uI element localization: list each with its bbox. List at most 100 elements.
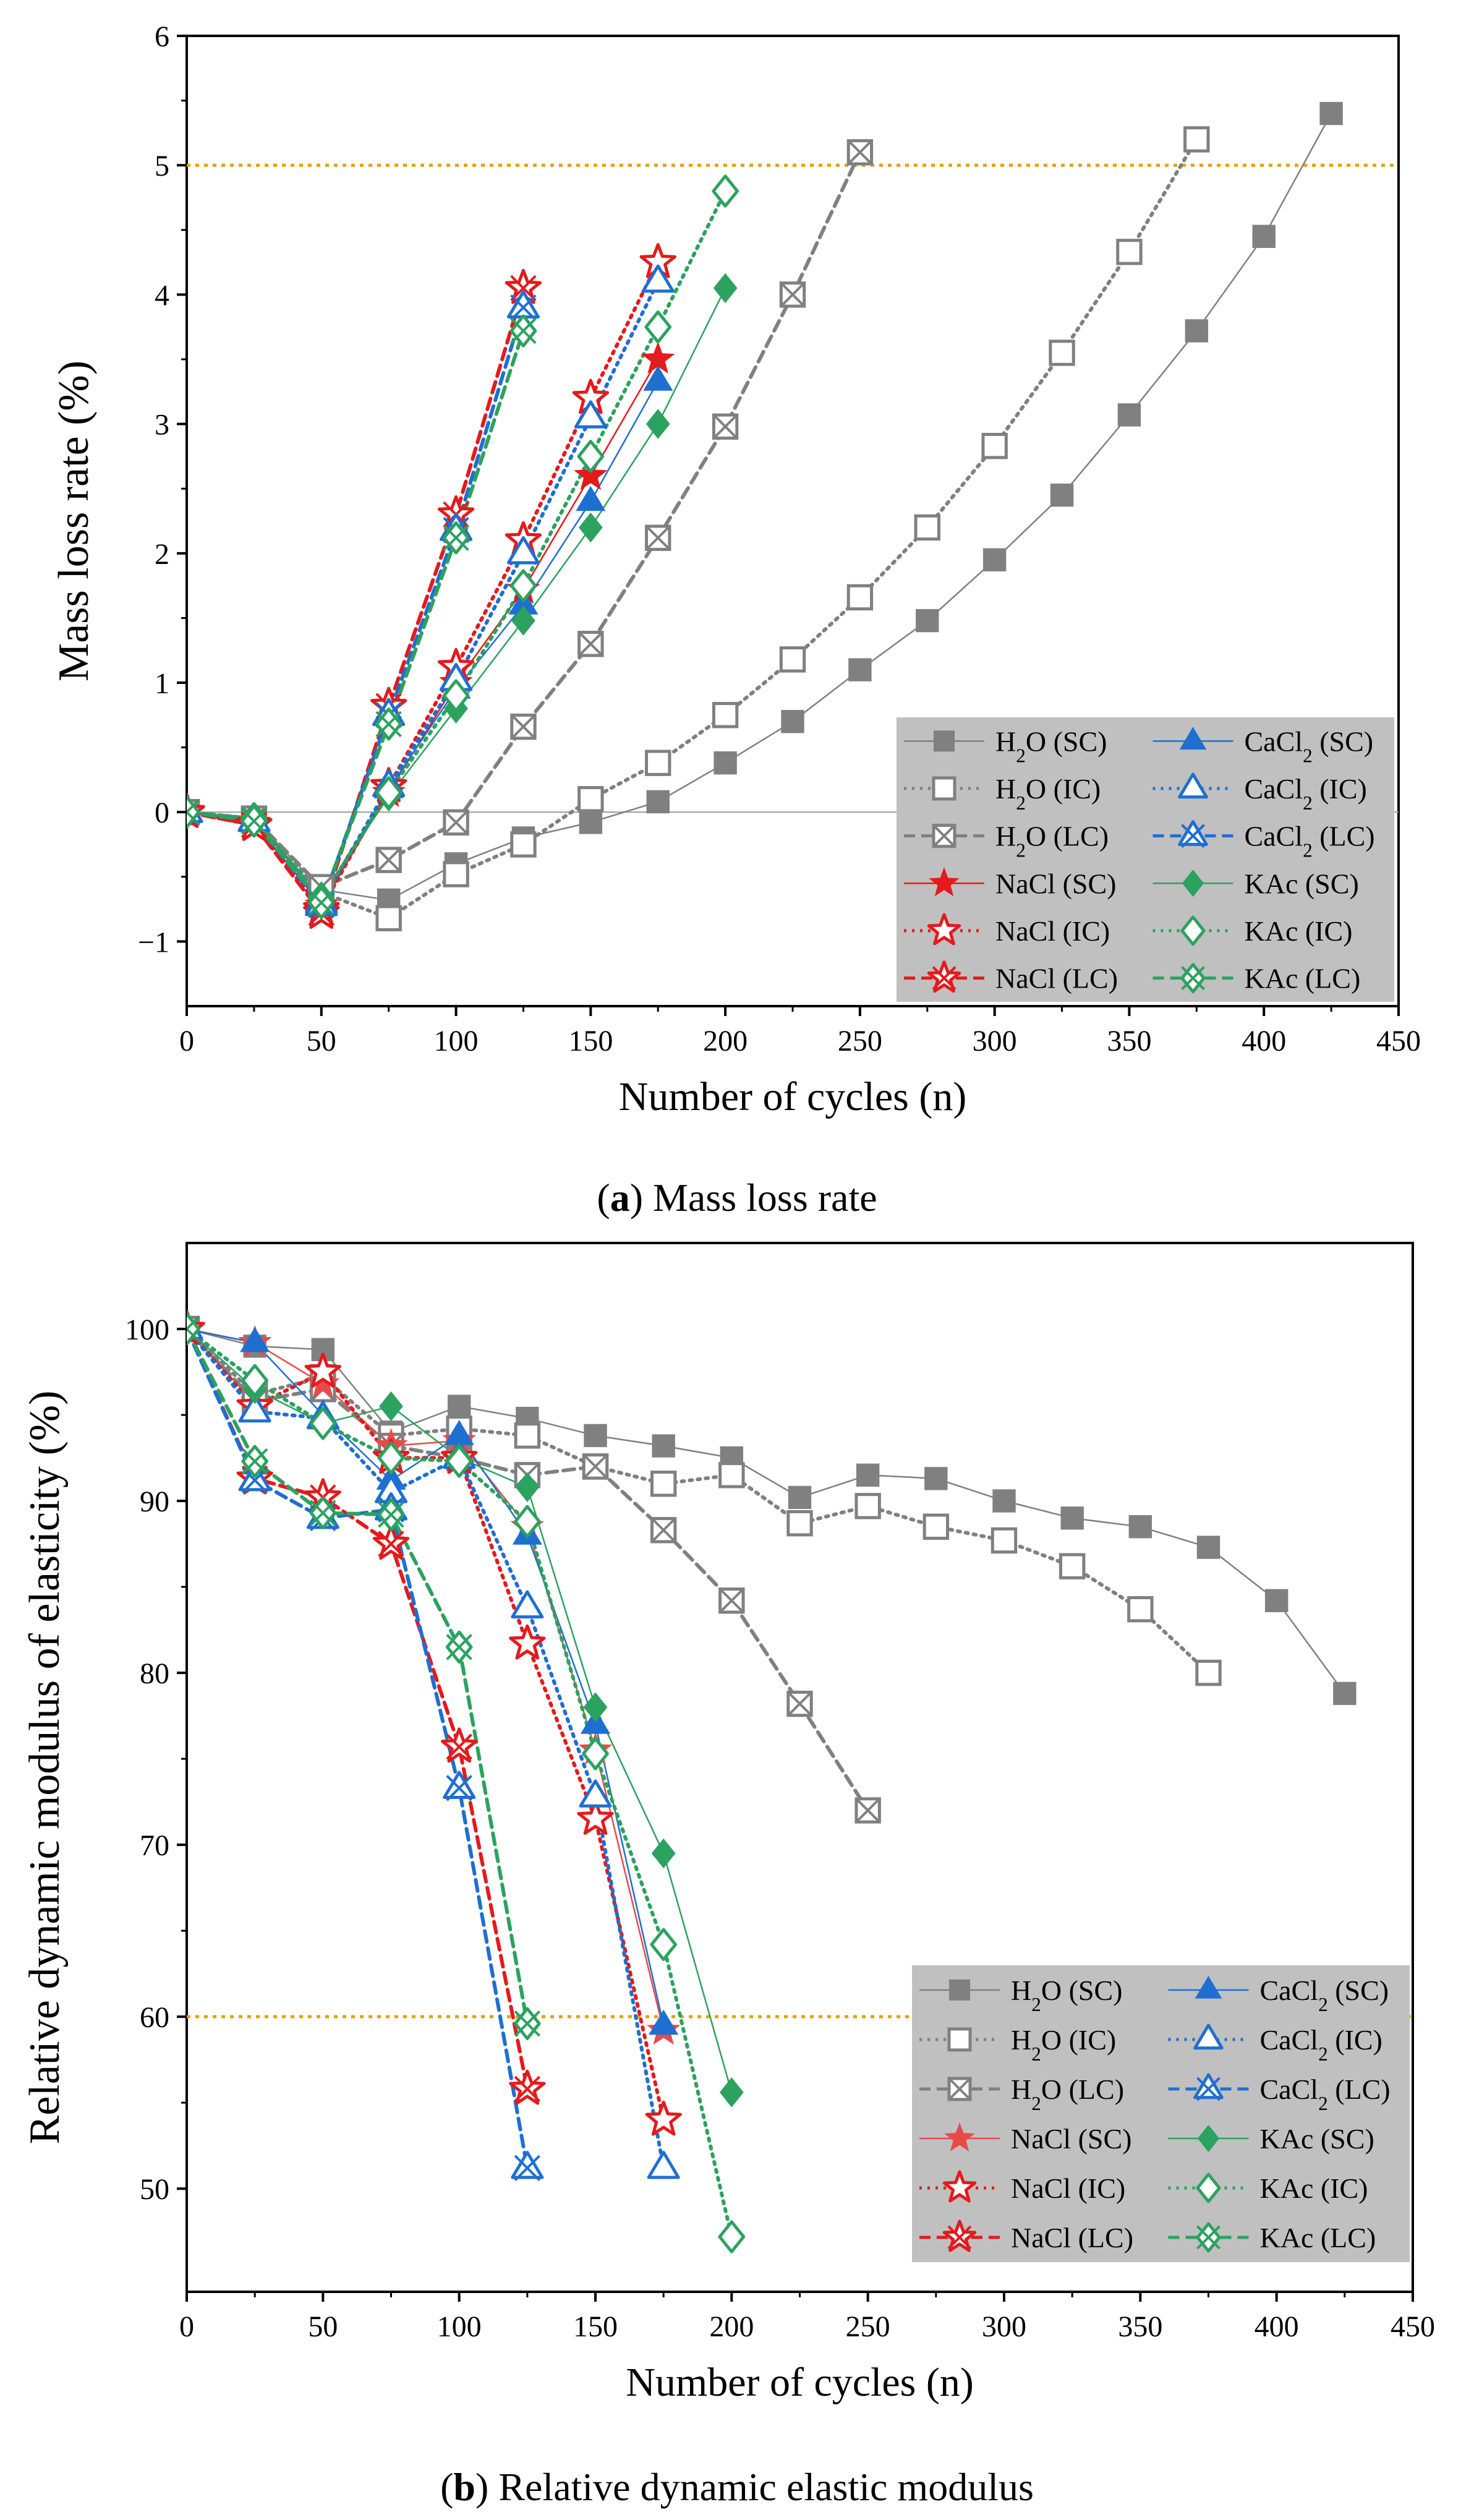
x-tick-label: 350 [1107,1025,1151,1057]
data-point-h-o-ic [922,1513,950,1540]
data-point-kac-lc [445,1630,473,1664]
x-tick-label: 100 [437,2310,482,2343]
data-point-nacl-sc [641,341,675,374]
data-point-kac-sc [515,1472,540,1502]
series-line-kac-lc [187,1327,529,2026]
data-point-h-o-lc [577,631,604,657]
y-tick-label: −1 [138,926,169,959]
legend-item: NaCl (LC) [919,2219,1133,2253]
data-point-h-o-sc [924,1467,948,1490]
data-point-h-o-ic [914,514,940,541]
data-point-nacl-lc [372,1524,410,1560]
legend-marker [927,960,961,993]
series-line-h-o-lc [187,150,862,890]
series-line-nacl-ic [187,260,660,913]
data-point-h-o-ic [1049,340,1075,366]
data-point-h-o-sc [1117,403,1141,427]
y-tick-label: 3 [155,409,169,442]
data-point-cacl-sc [240,1327,270,1352]
data-point-cacl-sc [649,2009,679,2035]
data-point-cacl-ic [574,400,607,429]
data-point-kac-ic [509,569,537,602]
data-point-kac-ic [377,1441,405,1475]
data-point-h-o-sc [646,790,670,814]
x-tick-label: 100 [434,1025,479,1057]
y-axis-label: Relative dynamic modulus of elasticity (… [21,1391,69,2145]
series-line-cacl-ic [187,1327,666,2170]
data-point-h-o-sc [916,609,939,633]
data-point-h-o-sc [848,658,872,681]
data-point-kac-ic [309,1407,337,1440]
legend-item: NaCl (IC) [904,913,1110,947]
x-tick-label: 400 [1255,2310,1299,2343]
x-tick-label: 50 [308,2310,338,2343]
data-point-h-o-sc [1264,1589,1289,1613]
data-point-h-o-lc [443,809,469,836]
legend-box [912,1965,1410,2262]
data-point-h-o-lc [718,1587,745,1614]
legend-label: NaCl (LC) [1011,2222,1133,2253]
legend-marker [1182,869,1204,897]
legend: H2O (SC)H2O (IC)H2O (LC)NaCl (SC)NaCl (I… [912,1965,1410,2262]
series-line-kac-ic [187,1327,734,2239]
data-point-kac-sc [583,1692,608,1722]
data-point-h-o-sc [1060,1506,1084,1530]
caption-a-letter: a [610,1176,630,1219]
x-axis-label: Number of cycles (n) [619,1074,967,1119]
x-tick-label: 200 [703,1025,748,1057]
data-point-kac-ic [712,174,739,208]
series-line-cacl-ic [187,280,660,906]
data-point-h-o-ic [577,786,604,813]
legend-label: NaCl (SC) [995,868,1117,899]
data-point-h-o-lc [650,1517,677,1544]
legend-marker [1178,820,1208,848]
data-point-h-o-ic [712,702,739,728]
data-point-cacl-sc [444,1420,474,1445]
legend-item: KAc (LC) [1152,963,1360,994]
data-point-h-o-sc [856,1463,880,1487]
data-point-h-o-ic [1116,239,1143,265]
legend-marker [1180,915,1206,946]
legend: H2O (SC)H2O (IC)H2O (LC)NaCl (SC)NaCl (I… [897,717,1394,1002]
legend-marker [1195,1976,1222,1999]
legend-marker [1193,2073,1224,2101]
legend-label: NaCl (SC) [1011,2123,1132,2155]
data-point-h-o-sc [1252,224,1276,248]
data-point-h-o-sc [992,1489,1016,1513]
x-tick-label: 0 [179,2310,194,2343]
data-point-kac-lc [309,1496,337,1530]
data-point-h-o-ic [981,432,1008,459]
x-tick-label: 450 [1376,1025,1421,1057]
y-tick-label: 2 [155,538,169,571]
legend-label: KAc (IC) [1260,2172,1368,2204]
data-point-h-o-lc [375,847,402,873]
data-point-h-o-sc [1185,319,1209,343]
data-point-h-o-lc [645,524,671,551]
data-point-h-o-lc [510,713,537,740]
data-point-cacl-lc [443,1770,476,1801]
caption-a-text: Mass loss rate [653,1176,877,1219]
legend-item: NaCl (LC) [904,960,1118,994]
data-point-kac-lc [377,1498,405,1531]
legend-marker [1196,2222,1221,2253]
data-point-kac-sc [720,2077,744,2108]
data-point-h-o-ic [1183,126,1210,153]
series-line-kac-ic [187,189,728,902]
data-point-kac-lc [187,795,200,829]
data-point-kac-sc [511,605,535,636]
legend-item: NaCl (SC) [904,867,1117,899]
legend-label: NaCl (LC) [995,963,1118,994]
legend-item: KAc (IC) [1168,2172,1368,2204]
y-tick-label: 1 [155,667,169,700]
y-tick-label: 100 [125,1313,169,1346]
data-point-nacl-lc [441,1727,478,1763]
legend-item: KAc (SC) [1168,2123,1374,2155]
data-point-h-o-sc [1319,101,1343,126]
legend-marker [1179,727,1207,750]
legend-box [897,717,1394,1002]
data-point-h-o-ic [375,905,402,931]
legend-item: KAc (LC) [1168,2222,1376,2253]
x-tick-label: 250 [838,1025,882,1057]
data-point-h-o-ic [510,831,537,858]
